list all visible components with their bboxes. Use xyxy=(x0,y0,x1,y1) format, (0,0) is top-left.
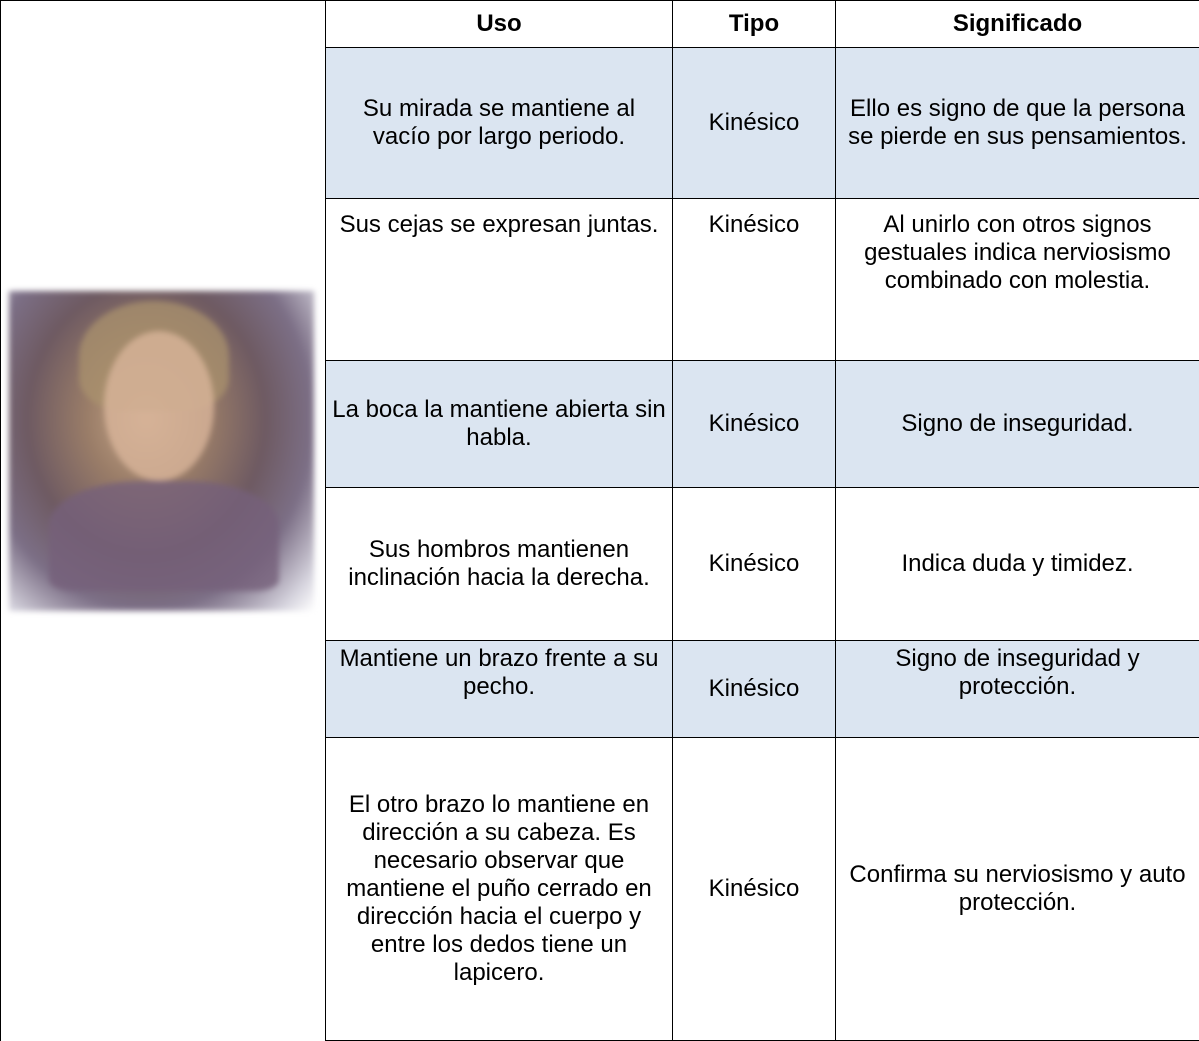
uso-cell: Su mirada se mantiene al vacío por largo… xyxy=(326,48,673,199)
tipo-cell: Kinésico xyxy=(673,199,836,361)
tipo-cell: Kinésico xyxy=(673,361,836,488)
column-header: Tipo xyxy=(673,1,836,48)
photo-cell xyxy=(1,1,326,1041)
significado-cell: Indica duda y timidez. xyxy=(836,488,1199,641)
significado-cell: Al unirlo con otros signos gestuales ind… xyxy=(836,199,1199,361)
column-header: Significado xyxy=(836,1,1199,48)
tipo-cell: Kinésico xyxy=(673,641,836,738)
significado-cell: Ello es signo de que la persona se pierd… xyxy=(836,48,1199,199)
significado-cell: Confirma su nerviosismo y auto protecció… xyxy=(836,738,1199,1041)
significado-cell: Signo de inseguridad. xyxy=(836,361,1199,488)
tipo-cell: Kinésico xyxy=(673,488,836,641)
uso-cell: Sus hombros mantienen inclinación hacia … xyxy=(326,488,673,641)
uso-cell: Mantiene un brazo frente a su pecho. xyxy=(326,641,673,738)
photo xyxy=(9,291,314,611)
tipo-cell: Kinésico xyxy=(673,738,836,1041)
uso-cell: El otro brazo lo mantiene en dirección a… xyxy=(326,738,673,1041)
column-header: Uso xyxy=(326,1,673,48)
significado-cell: Signo de inseguridad y protección. xyxy=(836,641,1199,738)
tipo-cell: Kinésico xyxy=(673,48,836,199)
uso-cell: La boca la mantiene abierta sin habla. xyxy=(326,361,673,488)
uso-cell: Sus cejas se expresan juntas. xyxy=(326,199,673,361)
